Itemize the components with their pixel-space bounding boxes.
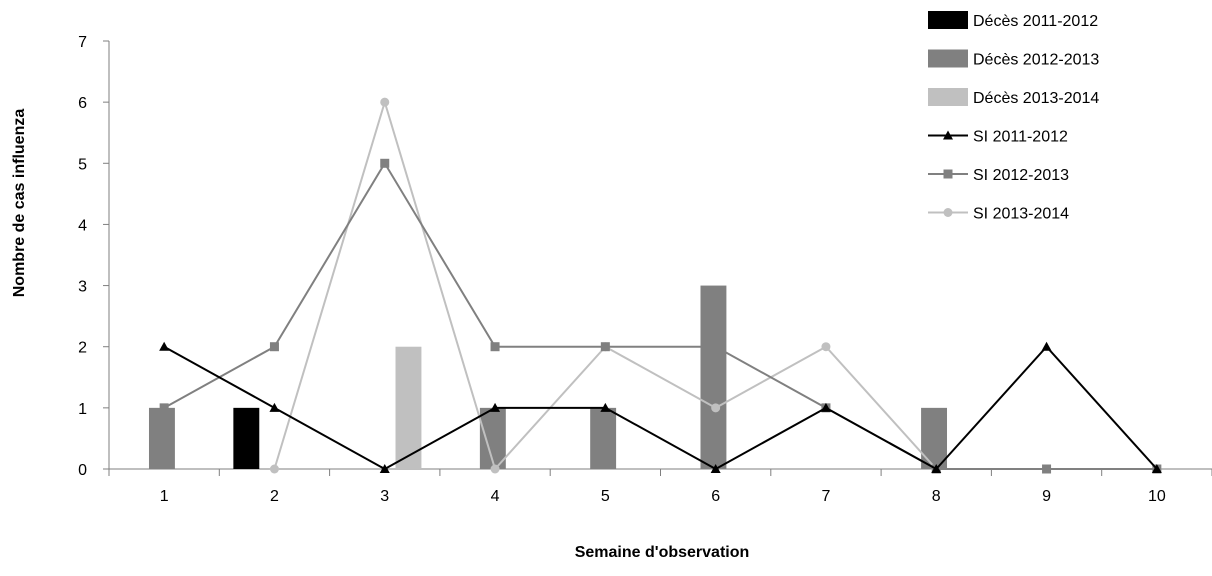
legend-label: SI 2011-2012 (973, 129, 1068, 146)
marker-square (159, 403, 169, 413)
series-line (163, 345, 1158, 471)
marker-triangle (379, 464, 390, 473)
bar (921, 407, 948, 469)
y-tick-label: 3 (78, 279, 87, 296)
legend-swatch (928, 49, 968, 68)
legend-label: Décès 2013-2014 (973, 90, 1099, 107)
x-tick-label: 10 (1148, 488, 1166, 505)
marker-square (943, 169, 953, 179)
legend-swatch (928, 11, 968, 29)
marker-square (380, 158, 390, 168)
y-tick-label: 7 (78, 34, 87, 51)
x-tick-label: 5 (601, 488, 610, 505)
y-tick-label: 0 (78, 462, 87, 479)
y-axis-title: Nombre de cas influenza (11, 109, 28, 298)
marker-square (490, 342, 500, 352)
y-tick-label: 2 (78, 340, 87, 357)
legend-label: Décès 2011-2012 (973, 13, 1098, 30)
bars (148, 285, 948, 469)
series-line (163, 161, 1157, 470)
marker-square (269, 342, 279, 352)
x-tick-label: 2 (270, 488, 279, 505)
y-tick-label: 6 (78, 95, 87, 112)
marker-circle (711, 403, 721, 413)
marker-circle (269, 464, 279, 474)
x-tick-label: 1 (160, 488, 169, 505)
x-tick-label: 3 (380, 488, 389, 505)
legend-swatch (928, 88, 968, 106)
y-tick-label: 4 (78, 217, 87, 234)
marker-triangle (943, 130, 953, 140)
legend-label: SI 2013-2014 (973, 206, 1069, 223)
x-tick-label: 7 (821, 488, 830, 505)
marker-circle (380, 97, 390, 107)
marker-triangle (931, 464, 942, 473)
legend: Décès 2011-2012 Décès 2012-2013 Décès 2013… (928, 11, 1099, 223)
x-tick-label: 6 (711, 488, 720, 505)
marker-square (600, 342, 610, 352)
marker-triangle (1151, 464, 1162, 473)
bar (700, 285, 727, 469)
marker-square (711, 342, 721, 352)
y-tick-label: 1 (78, 401, 87, 418)
marker-triangle (159, 341, 170, 351)
lines (159, 97, 1162, 474)
marker-triangle (600, 402, 611, 412)
bar (148, 407, 175, 469)
x-tick-label: 4 (491, 488, 500, 505)
marker-square (1042, 464, 1052, 474)
bar (233, 407, 260, 469)
y-tick-label: 5 (78, 156, 87, 173)
legend-label: SI 2012-2013 (973, 167, 1069, 184)
marker-circle (943, 208, 953, 217)
marker-circle (490, 464, 500, 474)
marker-circle (821, 342, 831, 352)
legend-label: Décès 2012-2013 (973, 52, 1099, 69)
bar (590, 407, 617, 469)
x-tick-label: 8 (932, 488, 941, 505)
marker-triangle (820, 402, 831, 412)
x-axis-title: Semaine d'observation (575, 544, 750, 561)
marker-triangle (1041, 341, 1052, 351)
marker-triangle (269, 402, 280, 412)
bar (395, 346, 422, 469)
marker-triangle (490, 402, 501, 412)
marker-triangle (710, 464, 721, 473)
x-tick-label: 9 (1042, 488, 1051, 505)
axes: 0 1 2 3 4 5 6 7 1 2 3 4 5 6 7 8 9 10 (78, 34, 1212, 505)
